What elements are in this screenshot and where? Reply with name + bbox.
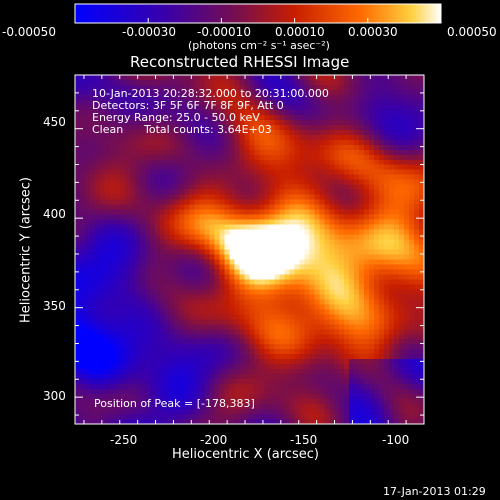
- x-tick-label: -250: [110, 433, 138, 447]
- plot-border: [74, 74, 425, 425]
- colorbar-tick-label: -0.00050: [2, 25, 56, 39]
- colorbar-ticks: [74, 18, 442, 23]
- colorbar-tick-label: -0.00010: [197, 25, 251, 39]
- annotation-total-counts: Total counts: 3.64E+03: [144, 123, 272, 136]
- annotation-time-range: 10-Jan-2013 20:28:32.000 to 20:31:00.000: [92, 87, 329, 100]
- colorbar-tick-label: 0.00030: [348, 25, 398, 39]
- annotation-energy-range: Energy Range: 25.0 - 50.0 keV: [92, 111, 260, 124]
- colorbar-tick-label: 0.00050: [447, 25, 497, 39]
- colorbar-tick-label: 0.00010: [275, 25, 325, 39]
- footer-timestamp: 17-Jan-2013 01:29: [383, 485, 486, 498]
- y-tick-label: 350: [43, 299, 66, 313]
- x-axis-label: Heliocentric X (arcsec): [172, 447, 319, 462]
- colorbar-unit-label: (photons cm⁻² s⁻¹ asec⁻²): [188, 39, 330, 52]
- colorbar-gradient: [74, 3, 442, 24]
- y-tick-label: 400: [43, 207, 66, 221]
- peak-position-label: Position of Peak = [-178,383]: [94, 397, 255, 410]
- annotation-method: Clean: [92, 123, 124, 136]
- x-tick-label: -100: [382, 433, 410, 447]
- x-tick-label: -200: [200, 433, 228, 447]
- x-tick-label: -150: [290, 433, 318, 447]
- y-axis-label: Heliocentric Y (arcsec): [18, 177, 34, 323]
- y-tick-label: 300: [43, 389, 66, 403]
- annotation-detectors: Detectors: 3F 5F 6F 7F 8F 9F, Att 0: [92, 99, 284, 112]
- y-tick-label: 450: [43, 115, 66, 129]
- colorbar: [74, 3, 442, 24]
- colorbar-tick-label: -0.00030: [122, 25, 176, 39]
- rhessi-image-heatmap: [75, 75, 424, 424]
- axis-ticks: [75, 74, 424, 424]
- chart-title: Reconstructed RHESSI Image: [130, 53, 350, 71]
